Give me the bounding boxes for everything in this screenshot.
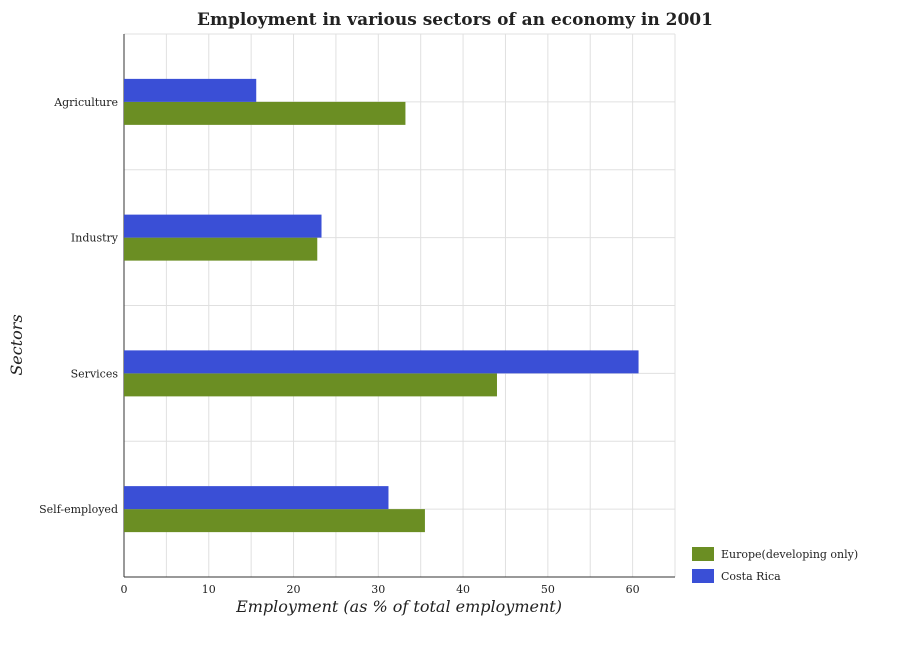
x-tick-label: 50 xyxy=(541,583,555,596)
bar-self-employed-1 xyxy=(124,486,389,510)
x-tick-label: 0 xyxy=(121,583,128,596)
legend-swatch xyxy=(692,547,714,561)
x-tick-labels: 0 10 20 30 40 50 60 xyxy=(121,583,640,596)
bar-industry-1 xyxy=(124,214,322,238)
category-labels: Agriculture Industry Services Self-employed xyxy=(39,96,119,516)
category-label: Services xyxy=(71,367,119,380)
x-tick-label: 10 xyxy=(202,583,216,596)
bar-self-employed-0 xyxy=(124,509,425,533)
bar-agriculture-1 xyxy=(124,78,257,102)
category-label: Self-employed xyxy=(39,503,118,516)
bar-services-1 xyxy=(124,350,639,374)
category-label: Agriculture xyxy=(53,96,118,109)
bars xyxy=(124,78,639,533)
legend: Europe(developing only) Costa Rica xyxy=(692,547,858,583)
bar-agriculture-0 xyxy=(124,101,406,125)
legend-label: Europe(developing only) xyxy=(721,548,858,561)
bar-industry-0 xyxy=(124,237,318,261)
x-tick-label: 40 xyxy=(456,583,470,596)
x-tick-label: 20 xyxy=(287,583,301,596)
legend-label: Costa Rica xyxy=(721,570,781,583)
x-tick-label: 30 xyxy=(371,583,385,596)
legend-swatch xyxy=(692,569,714,583)
chart-title: Employment in various sectors of an econ… xyxy=(197,10,713,30)
bar-services-0 xyxy=(124,373,497,397)
category-label: Industry xyxy=(71,232,119,245)
x-axis-title: Employment (as % of total employment) xyxy=(235,597,562,616)
x-tick-label: 60 xyxy=(626,583,640,596)
y-axis-title: Sectors xyxy=(7,314,26,375)
